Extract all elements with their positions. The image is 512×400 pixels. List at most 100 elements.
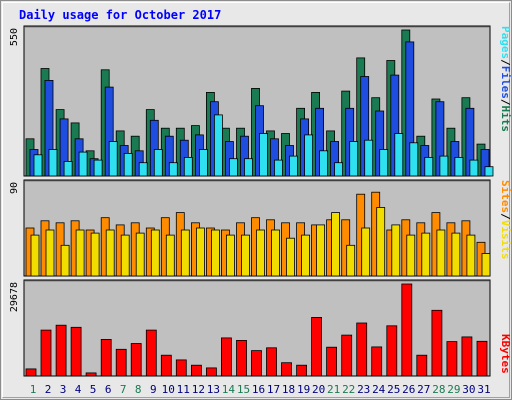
pages-bar-day-26 — [409, 142, 419, 177]
visits-bar-day-11 — [180, 229, 190, 277]
visits-bar-day-2 — [45, 229, 55, 277]
day-label-23: 23 — [357, 383, 370, 396]
pages-bar-day-23 — [364, 139, 374, 177]
day-label-10: 10 — [162, 383, 175, 396]
kbytes-bar-day-27 — [416, 354, 428, 377]
day-label-7: 7 — [120, 383, 127, 396]
pages-bar-day-19 — [304, 134, 314, 177]
visits-bar-day-13 — [210, 229, 220, 277]
visits-bar-day-14 — [225, 234, 235, 277]
kbytes-bar-day-26 — [401, 283, 413, 377]
pages-bar-day-27 — [424, 156, 434, 177]
day-label-11: 11 — [177, 383, 190, 396]
visits-bar-day-31 — [481, 253, 491, 277]
kbytes-bar-day-17 — [266, 347, 277, 377]
kbytes-bar-day-13 — [205, 367, 217, 377]
kbytes-bar-day-24 — [371, 346, 383, 377]
pages-bar-day-20 — [319, 150, 329, 177]
day-label-24: 24 — [372, 383, 386, 396]
kbytes-panel-ymax-label: 29678 — [9, 282, 20, 312]
day-label-3: 3 — [60, 383, 67, 396]
kbytes-bar-day-23 — [356, 322, 368, 377]
visits-bar-day-25 — [391, 224, 401, 277]
pages-bar-day-5 — [93, 159, 103, 177]
kbytes-bar-day-11 — [175, 359, 187, 377]
kbytes-bar-day-20 — [311, 316, 323, 377]
kbytes-bar-day-25 — [386, 325, 398, 377]
kbytes-bar-day-3 — [55, 324, 67, 377]
visits-bar-day-30 — [466, 234, 476, 277]
kbytes-bar-day-28 — [431, 309, 443, 377]
day-label-12: 12 — [192, 383, 205, 396]
visits-bar-day-10 — [165, 234, 175, 277]
legend-pages-files-hits: Pages/Files/Hits — [499, 26, 512, 132]
kbytes-bar-day-21 — [326, 346, 338, 377]
kbytes-bar-day-30 — [461, 336, 473, 377]
pages-bar-day-29 — [454, 156, 464, 177]
day-label-13: 13 — [207, 383, 220, 396]
visits-bar-day-7 — [120, 234, 130, 277]
pages-bar-day-17 — [274, 159, 283, 177]
kbytes-bar-day-7 — [115, 348, 127, 377]
pages-bar-day-1 — [33, 154, 43, 177]
day-label-26: 26 — [402, 383, 415, 396]
day-label-2: 2 — [45, 383, 52, 396]
pages-bar-day-24 — [379, 149, 389, 177]
kbytes-bar-day-22 — [341, 334, 353, 377]
visits-bar-day-16 — [256, 229, 265, 277]
kbytes-bar-day-19 — [296, 364, 308, 377]
day-label-28: 28 — [432, 383, 445, 396]
day-label-21: 21 — [327, 383, 340, 396]
day-label-30: 30 — [462, 383, 475, 396]
visits-bar-day-5 — [90, 232, 100, 277]
day-label-18: 18 — [282, 383, 295, 396]
kbytes-bar-day-18 — [281, 362, 292, 377]
visits-bar-day-15 — [241, 234, 250, 277]
pages-bar-day-8 — [138, 162, 148, 177]
pages-bar-day-6 — [108, 141, 118, 177]
day-label-8: 8 — [135, 383, 142, 396]
visits-bar-day-19 — [301, 234, 311, 277]
day-label-31: 31 — [477, 383, 490, 396]
kbytes-bar-day-6 — [100, 338, 112, 377]
day-label-14: 14 — [222, 383, 236, 396]
visits-bar-day-20 — [316, 224, 326, 277]
visits-bar-day-12 — [195, 227, 205, 277]
pages-bar-day-25 — [394, 133, 404, 177]
day-label-9: 9 — [150, 383, 157, 396]
visits-bar-day-1 — [30, 234, 40, 277]
visits-bar-day-28 — [436, 229, 446, 277]
kbytes-bar-day-12 — [190, 364, 202, 377]
pages-bar-day-30 — [469, 159, 479, 177]
pages-bar-day-18 — [289, 155, 298, 177]
day-label-5: 5 — [90, 383, 97, 396]
day-label-25: 25 — [387, 383, 400, 396]
pages-bar-day-4 — [78, 151, 88, 177]
pages-bar-day-16 — [259, 133, 268, 177]
visits-bar-day-8 — [135, 232, 145, 277]
pages-bar-day-13 — [213, 114, 223, 177]
pages-bar-day-2 — [48, 149, 58, 177]
visits-bar-day-3 — [60, 244, 70, 277]
pages-bar-day-3 — [63, 160, 73, 177]
pages-bar-day-9 — [153, 149, 163, 177]
pages-bar-day-14 — [228, 158, 238, 177]
pages-bar-day-11 — [183, 156, 193, 177]
legend-kbytes: KBytes — [499, 334, 512, 374]
day-label-22: 22 — [342, 383, 355, 396]
pages-bar-day-28 — [439, 155, 449, 177]
legend-sites-visits: Sites/Visits — [499, 180, 512, 260]
visits-bar-day-4 — [75, 229, 85, 277]
pages-bar-day-7 — [123, 152, 133, 177]
visits-bar-day-6 — [105, 229, 115, 277]
kbytes-bar-day-2 — [40, 329, 52, 377]
kbytes-bar-day-29 — [446, 341, 458, 377]
kbytes-bar-day-8 — [130, 343, 142, 377]
kbytes-bar-day-1 — [25, 368, 37, 377]
day-label-20: 20 — [312, 383, 325, 396]
day-label-1: 1 — [30, 383, 37, 396]
visits-bar-day-23 — [361, 227, 371, 277]
kbytes-bar-day-4 — [70, 326, 82, 377]
kbytes-bar-day-31 — [476, 340, 488, 377]
